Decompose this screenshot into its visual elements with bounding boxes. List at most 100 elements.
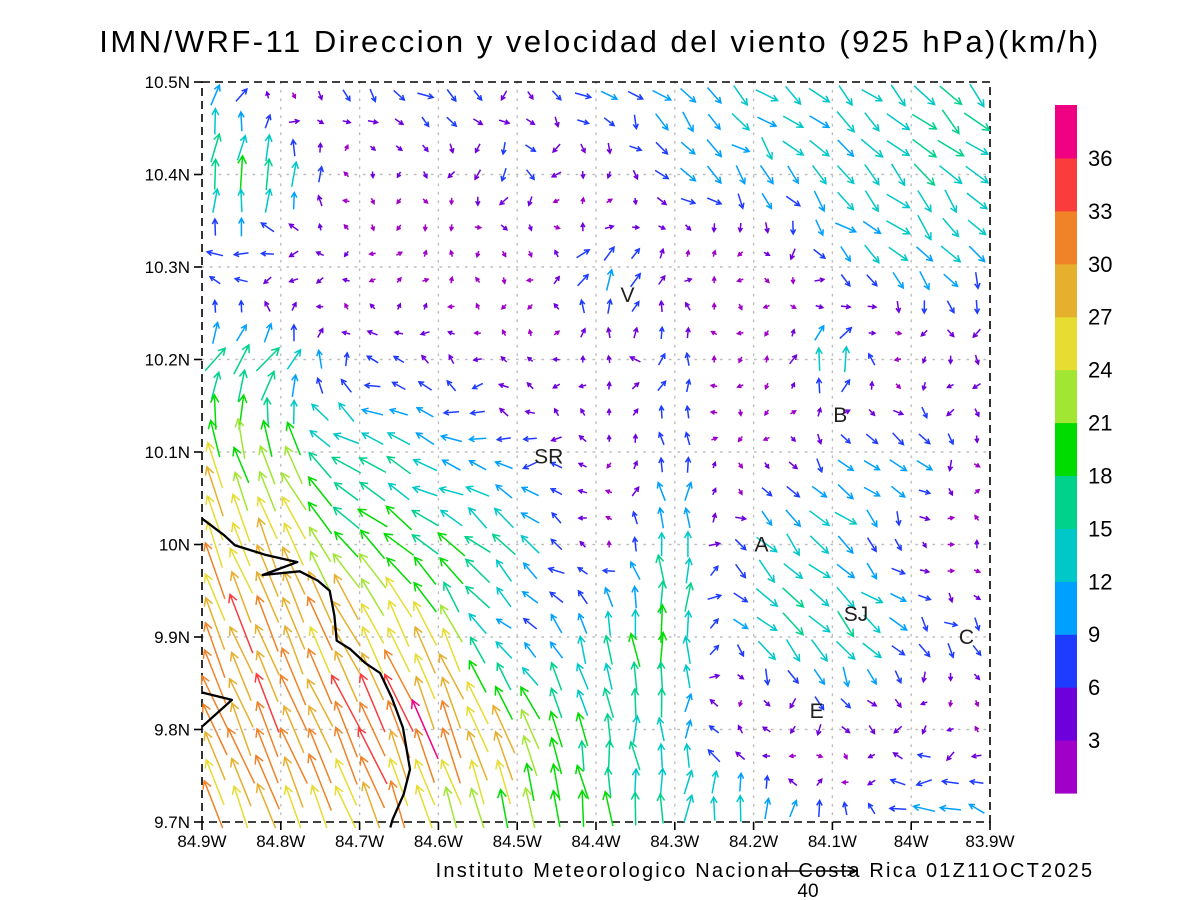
wind-arrow [946,408,955,417]
y-tick-label: 9.9N [154,628,190,647]
wind-arrow [652,89,673,101]
wind-arrow [472,356,482,363]
wind-arrow [835,222,858,234]
wind-arrow [685,326,691,339]
station-labels: V B SR A SJ C E [534,284,974,723]
wind-arrow [343,171,350,178]
wind-arrow [711,354,717,363]
wind-arrow [307,501,333,535]
wind-arrow [893,725,903,734]
wind-arrow [656,716,665,742]
wind-arrow [334,650,359,703]
wind-arrow [684,456,692,473]
wind-arrow [602,686,615,718]
wind-arrow [809,115,831,129]
wind-arrow [972,382,981,390]
wind-arrow [835,640,856,661]
wind-arrow [707,113,721,131]
wind-arrow [525,277,534,283]
colorbar-segment [1055,634,1077,688]
colorbar-segment [1055,369,1077,424]
x-tick-label: 84.3W [650,832,699,851]
wind-arrow [788,753,797,759]
colorbar-segment [1055,581,1077,635]
wind-arrow [491,704,516,754]
wind-arrow [782,140,805,156]
wind-arrow [764,462,770,470]
wind-arrow [921,300,928,315]
wind-arrow [918,594,932,602]
wind-arrow [417,380,433,391]
wind-arrow [520,708,540,750]
wind-arrow [603,586,614,608]
wind-arrow [808,615,831,633]
wind-arrow [886,113,911,131]
wind-arrow [422,302,428,310]
wind-arrow [974,435,980,444]
wind-arrow [894,670,902,685]
wind-arrow [229,701,252,757]
wind-arrow [260,419,273,457]
wind-arrow [254,754,280,810]
wind-arrow [498,119,511,125]
wind-arrow [366,329,378,336]
wind-arrow [520,534,540,554]
wind-arrow [911,113,938,130]
wind-arrow [341,277,350,283]
wind-arrow [790,436,797,443]
wind-arrow [522,561,538,580]
wind-arrow [837,535,854,555]
wind-arrow [973,594,982,601]
wind-arrow [916,459,934,471]
wind-arrow [968,803,985,814]
wind-arrow [711,249,717,257]
wind-arrow [867,802,876,815]
wind-arrow [392,355,405,364]
wind-arrow [606,198,614,204]
wind-arrow [308,625,331,674]
wind-arrow [866,274,878,287]
wind-arrow [386,455,412,475]
wind-arrow [468,612,487,635]
wind-arrow [841,725,851,734]
wind-arrow [577,634,587,665]
wind-arrow [317,327,324,338]
wind-arrow [237,393,248,430]
colorbar-label: 27 [1088,305,1112,330]
wind-arrow [493,730,514,781]
wind-arrow [527,303,533,310]
wind-arrow [467,506,488,529]
wind-arrow [309,429,331,448]
wind-arrow [575,711,589,747]
colorbar-segment [1055,316,1077,371]
wind-arrow [789,698,797,710]
wind-arrow [656,792,666,824]
wind-arrow [316,194,323,207]
wind-arrow [549,661,563,691]
wind-arrow [658,274,666,285]
wind-arrow [343,223,349,231]
wind-arrow [577,612,588,634]
wind-arrow [790,410,797,415]
wind-arrow [947,672,954,682]
wind-arrow [344,143,349,152]
wind-arrow [356,508,388,528]
wind-arrow [338,401,355,422]
colorbar-label: 33 [1088,199,1112,224]
wind-arrow [395,251,404,257]
wind-arrow [422,144,429,153]
wind-arrow [464,585,491,609]
wind-arrow [946,300,955,314]
wind-arrow [395,145,404,152]
wind-arrow [763,668,771,687]
wind-arrow [809,139,831,157]
wind-arrow [522,786,536,828]
wind-arrow [496,661,512,691]
wind-arrow [868,330,877,336]
wind-arrow [414,652,436,700]
wind-arrow [736,644,745,658]
wind-arrow [680,167,697,182]
wind-arrow [396,276,402,283]
wind-arrow [968,245,986,263]
wind-arrow [330,456,362,474]
